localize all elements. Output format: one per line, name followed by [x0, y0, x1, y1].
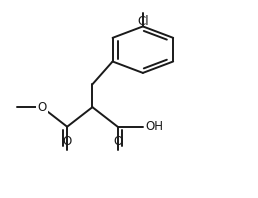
Text: OH: OH [146, 120, 163, 133]
Text: O: O [62, 135, 72, 148]
Text: O: O [37, 101, 46, 114]
Text: Cl: Cl [137, 15, 149, 28]
Text: O: O [113, 135, 122, 148]
